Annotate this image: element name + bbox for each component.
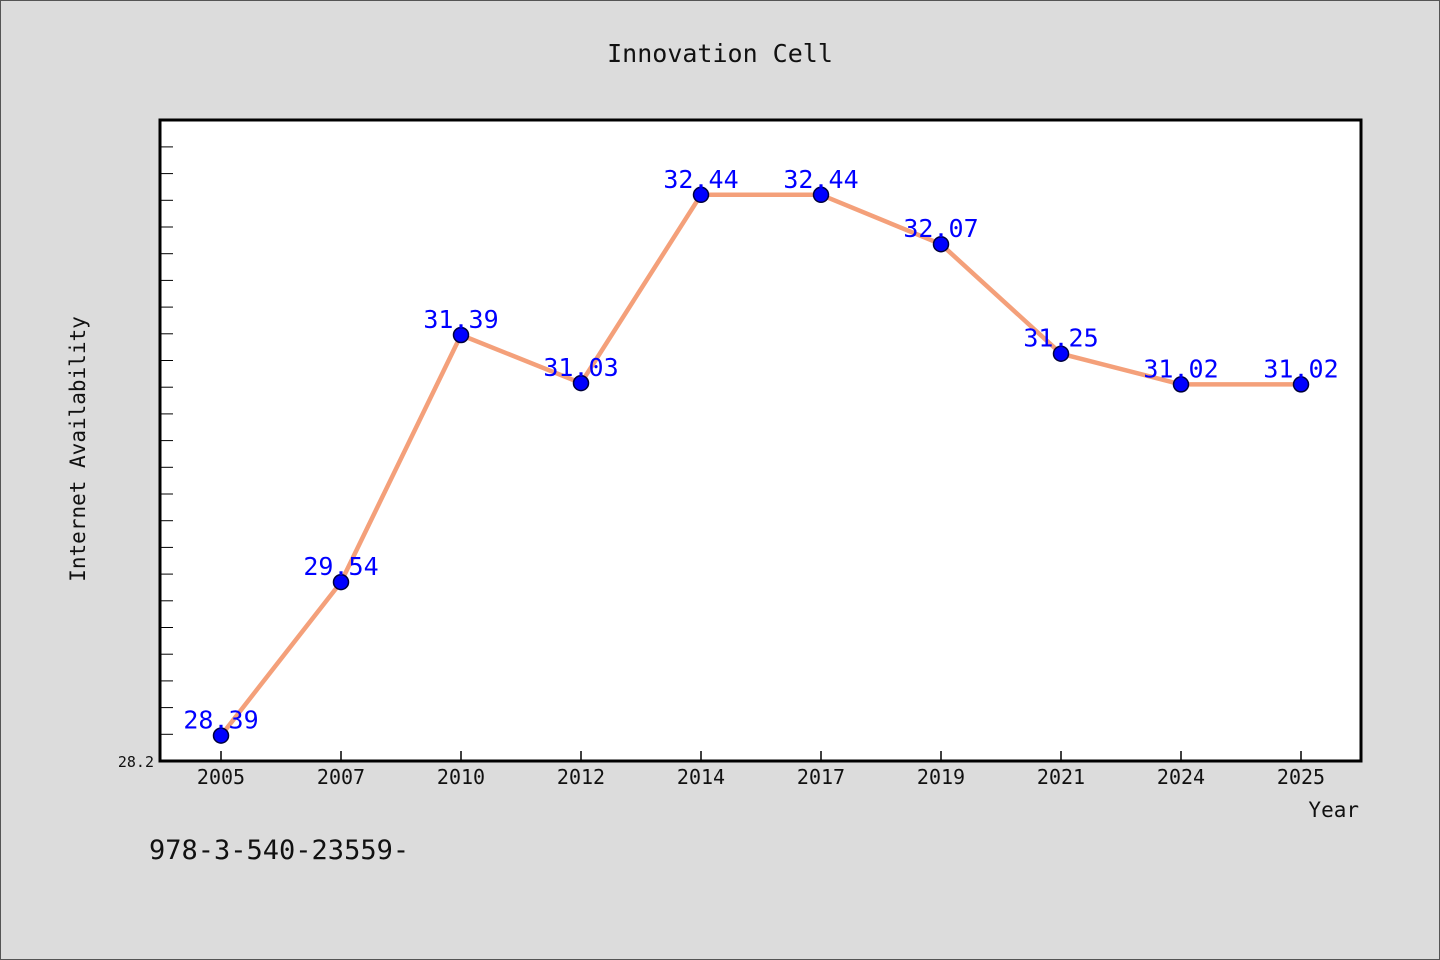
data-point [932, 235, 950, 253]
x-axis-tick-labels: 2005 2007 2010 2012 2014 2017 2019 2021 2024 2025 [197, 765, 1325, 789]
y-axis-ticks [160, 146, 173, 735]
y-tick-label: 28.2 [118, 753, 154, 771]
data-point [692, 186, 710, 204]
x-tick-label: 2025 [1277, 765, 1325, 789]
x-tick-label: 2005 [197, 765, 245, 789]
data-point [452, 326, 470, 344]
series-markers [212, 186, 1310, 744]
data-label: 31.03 [543, 353, 618, 382]
x-axis-ticks [220, 751, 1302, 761]
series-line-group [218, 192, 1304, 738]
data-label: 32.07 [903, 214, 978, 243]
data-label: 31.25 [1023, 324, 1098, 353]
x-tick-label: 2010 [437, 765, 485, 789]
series-line [218, 192, 1304, 738]
chart-title: Innovation Cell [607, 39, 833, 68]
data-label: 31.02 [1143, 354, 1218, 383]
x-tick-label: 2021 [1037, 765, 1085, 789]
data-point [212, 727, 230, 744]
x-tick-label: 2017 [797, 765, 845, 789]
x-tick-label: 2007 [317, 765, 365, 789]
data-point [572, 374, 590, 392]
data-label: 29.54 [303, 552, 378, 581]
data-point [1292, 376, 1310, 393]
data-point [1172, 376, 1190, 393]
data-label: 28.39 [183, 706, 258, 735]
data-label: 31.02 [1263, 354, 1338, 383]
x-tick-label: 2014 [677, 765, 725, 789]
x-tick-label: 2019 [917, 765, 965, 789]
plot-area [158, 118, 1363, 763]
data-point [1052, 345, 1070, 362]
x-tick-label: 2024 [1157, 765, 1205, 789]
y-axis-label: Internet Availability [66, 316, 90, 582]
x-tick-label: 2012 [557, 765, 605, 789]
data-labels: 28.39 29.54 31.39 31.03 32.44 32.44 32.07 31.25… [183, 165, 1338, 735]
data-label: 31.39 [423, 305, 498, 334]
data-label: 32.44 [663, 165, 738, 194]
data-point [332, 573, 350, 591]
isbn-footer-text: 978-3-540-23559- [149, 835, 410, 866]
data-label: 32.44 [783, 165, 858, 194]
x-axis-label: Year [1308, 798, 1359, 822]
y-axis-tick-labels: 28.2 [118, 753, 154, 771]
data-point [812, 186, 830, 204]
